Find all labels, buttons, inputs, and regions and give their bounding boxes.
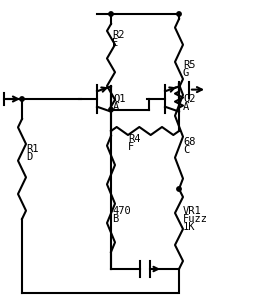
Text: D: D xyxy=(26,152,32,162)
Circle shape xyxy=(109,12,113,16)
Text: E: E xyxy=(112,38,118,48)
Circle shape xyxy=(20,97,24,101)
Text: C: C xyxy=(183,145,189,155)
Text: A: A xyxy=(183,102,189,112)
Text: R2: R2 xyxy=(112,30,124,40)
Text: R4: R4 xyxy=(128,134,141,144)
Text: R1: R1 xyxy=(26,144,39,154)
Text: F: F xyxy=(128,142,134,152)
Text: G: G xyxy=(183,68,189,78)
Circle shape xyxy=(177,187,181,191)
Text: VR1: VR1 xyxy=(183,206,202,216)
Text: 1K: 1K xyxy=(183,222,196,232)
Circle shape xyxy=(109,107,113,112)
Text: Fuzz: Fuzz xyxy=(183,214,208,224)
Text: R5: R5 xyxy=(183,60,196,70)
Text: Q2: Q2 xyxy=(183,94,196,104)
Text: 470: 470 xyxy=(112,206,131,216)
Text: B: B xyxy=(112,214,118,224)
Text: Q1: Q1 xyxy=(113,94,125,104)
Text: A: A xyxy=(113,102,119,112)
Circle shape xyxy=(177,12,181,16)
Text: 68: 68 xyxy=(183,137,196,147)
